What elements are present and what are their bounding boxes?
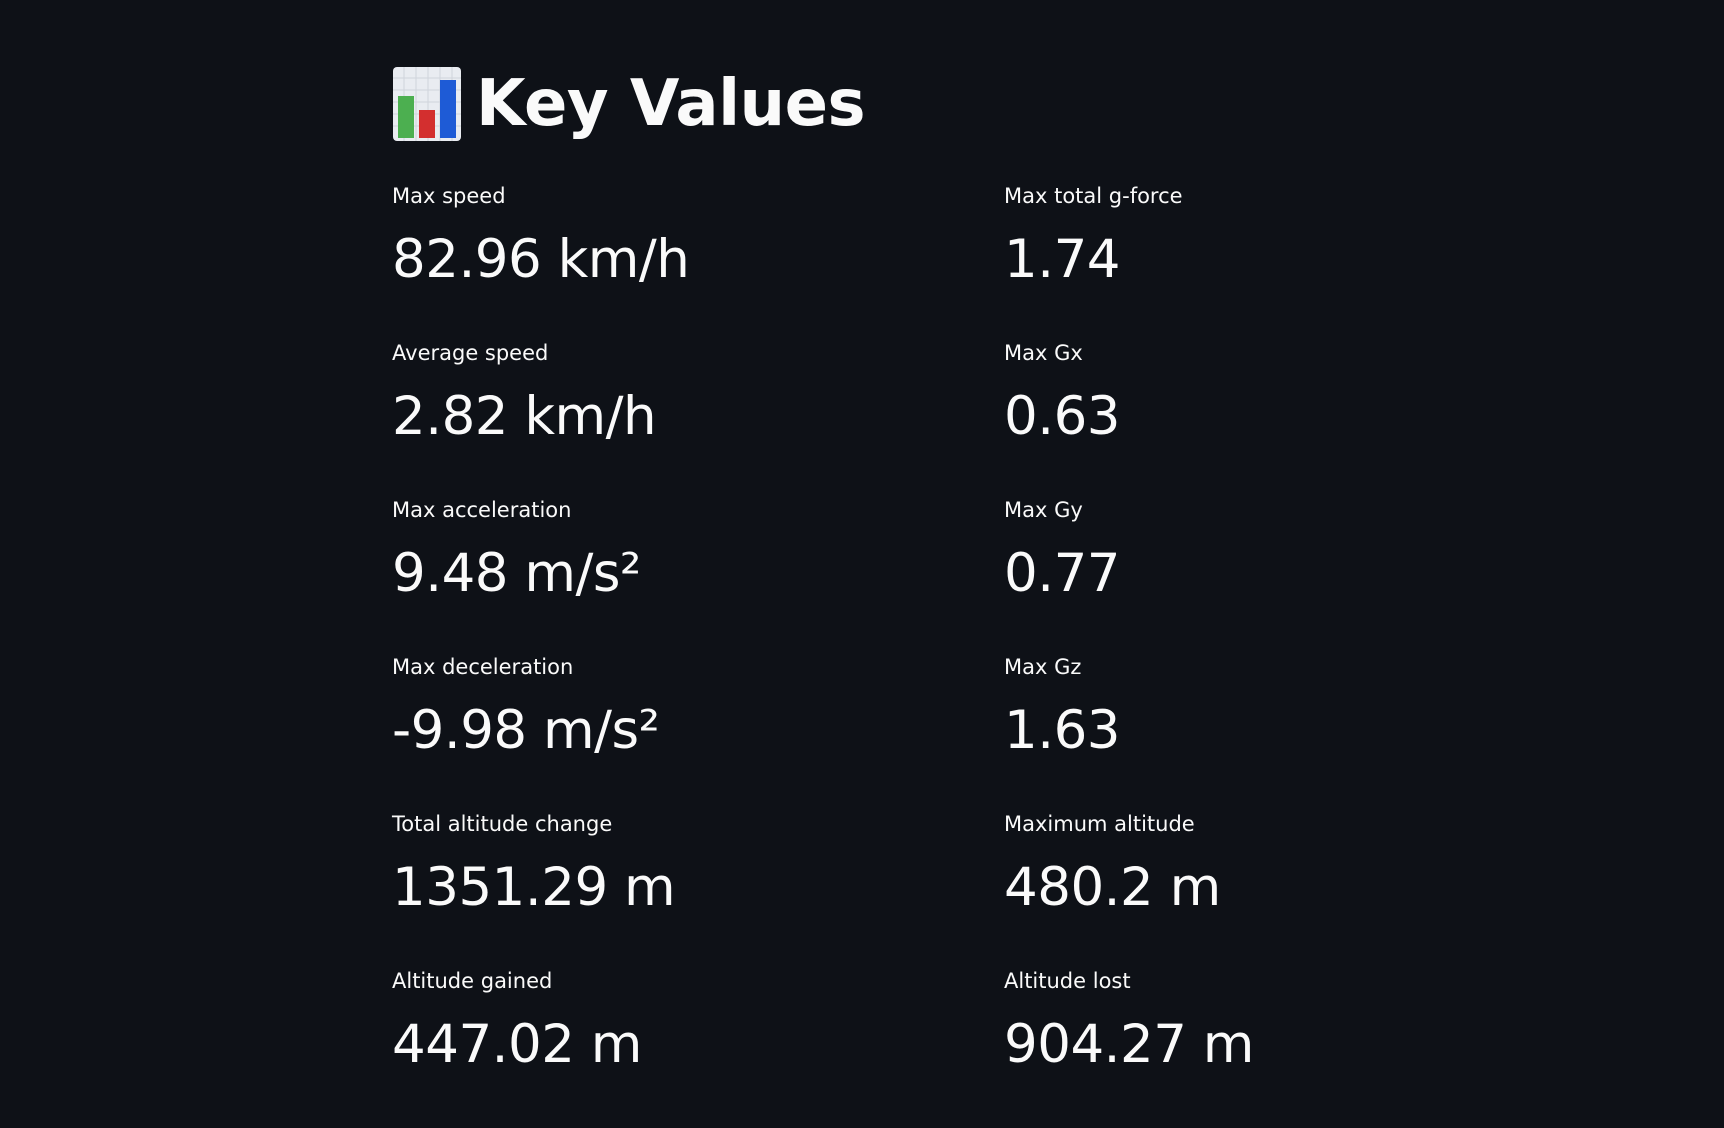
metric-label: Maximum altitude — [1004, 812, 1195, 836]
metric-value: 1.74 — [1004, 229, 1121, 290]
metric-value: 0.77 — [1004, 543, 1121, 604]
metric-label: Max acceleration — [392, 498, 572, 522]
metric-total-altitude-change: Total altitude change 1351.29 m — [392, 810, 1004, 967]
metric-average-speed: Average speed 2.82 km/h — [392, 339, 1004, 496]
metric-label: Average speed — [392, 341, 549, 365]
metric-max-gy: Max Gy 0.77 — [1004, 496, 1332, 653]
metric-value: 480.2 m — [1004, 857, 1221, 918]
metric-max-acceleration: Max acceleration 9.48 m/s² — [392, 496, 1004, 653]
metric-label: Altitude gained — [392, 969, 553, 993]
metric-label: Total altitude change — [392, 812, 613, 836]
metric-maximum-altitude: Maximum altitude 480.2 m — [1004, 810, 1332, 967]
bar-chart-icon — [392, 66, 462, 142]
metric-altitude-lost: Altitude lost 904.27 m — [1004, 967, 1332, 1124]
metric-value: 9.48 m/s² — [392, 543, 641, 604]
metric-max-total-g-force: Max total g-force 1.74 — [1004, 182, 1332, 339]
metric-altitude-gained: Altitude gained 447.02 m — [392, 967, 1004, 1124]
metrics-grid: Max speed 82.96 km/h Max total g-force 1… — [392, 182, 1332, 1124]
main-content: Key Values Max speed 82.96 km/h Max tota… — [392, 48, 1332, 1124]
metric-label: Max Gy — [1004, 498, 1083, 522]
metric-label: Max deceleration — [392, 655, 574, 679]
metric-label: Max total g-force — [1004, 184, 1183, 208]
metric-value: 1.63 — [1004, 700, 1121, 761]
page-header: Key Values — [392, 48, 1332, 160]
metric-label: Max Gz — [1004, 655, 1082, 679]
metric-value: 1351.29 m — [392, 857, 676, 918]
metric-value: 447.02 m — [392, 1014, 642, 1075]
metric-max-gz: Max Gz 1.63 — [1004, 653, 1332, 810]
metric-value: -9.98 m/s² — [392, 700, 660, 761]
metric-label: Max Gx — [1004, 341, 1083, 365]
metric-label: Max speed — [392, 184, 506, 208]
metric-max-deceleration: Max deceleration -9.98 m/s² — [392, 653, 1004, 810]
metric-max-speed: Max speed 82.96 km/h — [392, 182, 1004, 339]
metric-label: Altitude lost — [1004, 969, 1131, 993]
metric-max-gx: Max Gx 0.63 — [1004, 339, 1332, 496]
metric-value: 0.63 — [1004, 386, 1121, 447]
metric-value: 904.27 m — [1004, 1014, 1254, 1075]
metric-value: 82.96 km/h — [392, 229, 690, 290]
metric-value: 2.82 km/h — [392, 386, 657, 447]
page-title: Key Values — [476, 67, 866, 141]
